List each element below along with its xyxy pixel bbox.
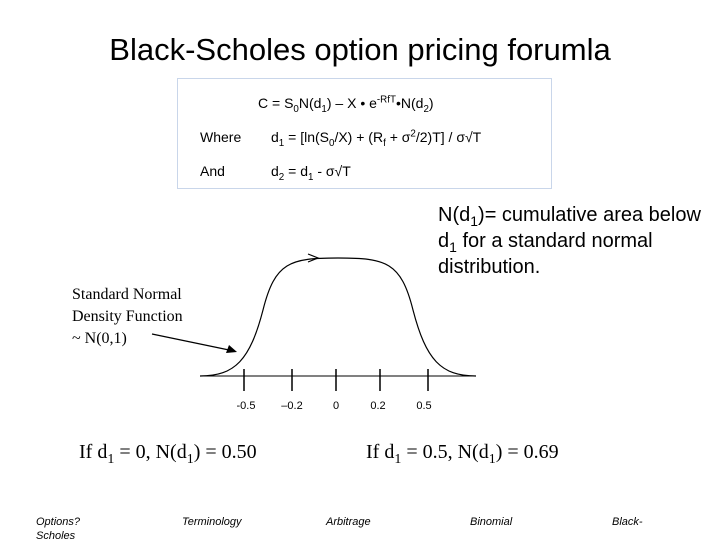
nav-link-arbitrage[interactable]: Arbitrage <box>326 516 371 528</box>
result-d1-half: If d1 = 0.5, N(d1) = 0.69 <box>366 441 559 467</box>
nav-link-black-scholes[interactable]: Black- <box>612 516 643 528</box>
bell-curve <box>199 257 477 377</box>
tick-label: 0 <box>332 400 340 412</box>
formula-box: C = S0N(d1) – X • e-RfT•N(d2) Where d1 = … <box>177 78 552 189</box>
result-d1-zero: If d1 = 0, N(d1) = 0.50 <box>79 441 257 467</box>
nav-link-binomial[interactable]: Binomial <box>470 516 513 528</box>
pointer-arrow-shaft <box>151 333 230 351</box>
and-label: And <box>200 163 225 179</box>
nav-link-terminology[interactable]: Terminology <box>182 516 242 528</box>
where-label: Where <box>200 129 242 145</box>
pointer-arrowhead <box>226 345 237 353</box>
d2-formula: And d2 = d1 - σ√T <box>200 163 351 183</box>
tick-label: 0.2 <box>370 400 386 412</box>
d1-formula: Where d1 = [ln(S0/X) + (Rf + σ2/2)T] / σ√… <box>200 128 482 149</box>
density-function-label: Standard Normal Density Function ~ N(0,1… <box>72 286 183 347</box>
nav-link-options[interactable]: Options? Scholes <box>36 516 81 542</box>
tick-label: -0.5 <box>236 400 256 412</box>
tick-label: 0.5 <box>416 400 432 412</box>
tick-label: –0.2 <box>281 400 303 412</box>
page-title: Black-Scholes option pricing forumla <box>109 32 611 67</box>
curve-arrowhead <box>307 253 320 263</box>
call-price-formula: C = S0N(d1) – X • e-RfT•N(d2) <box>258 94 434 115</box>
cumulative-area-note: N(d1)= cumulative area below d1 for a st… <box>438 204 701 278</box>
